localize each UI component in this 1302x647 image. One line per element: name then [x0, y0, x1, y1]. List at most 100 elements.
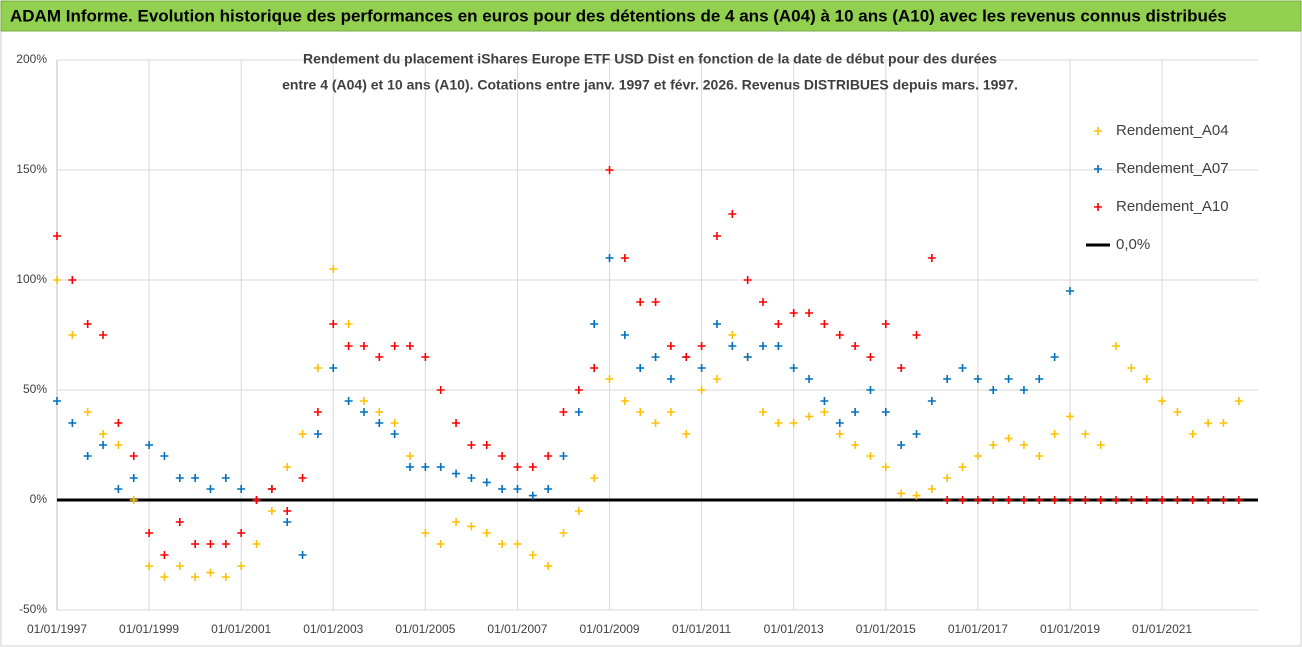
- data-point: [1188, 430, 1197, 438]
- data-point: [1096, 441, 1105, 449]
- x-tick-label: 01/01/2011: [672, 622, 731, 636]
- data-point: [68, 419, 77, 427]
- data-point: [344, 397, 353, 405]
- data-point: [759, 342, 768, 350]
- x-tick-label: 01/01/2019: [1040, 622, 1100, 636]
- data-point: [1019, 441, 1028, 449]
- data-point: [1234, 397, 1243, 405]
- data-point: [1112, 342, 1121, 350]
- data-point: [636, 408, 645, 416]
- x-tick-label: 01/01/2021: [1132, 622, 1192, 636]
- data-point: [498, 540, 507, 548]
- x-tick-label: 01/01/2017: [948, 622, 1008, 636]
- data-point: [482, 529, 491, 537]
- data-point: [513, 463, 522, 471]
- data-point: [513, 540, 522, 548]
- data-point: [805, 375, 814, 383]
- data-point: [728, 331, 737, 339]
- data-point: [1004, 496, 1013, 504]
- data-point: [682, 353, 691, 361]
- data-point: [1173, 496, 1182, 504]
- data-point: [436, 386, 445, 394]
- x-tick-label: 01/01/2009: [580, 622, 640, 636]
- data-point: [1004, 375, 1013, 383]
- data-point: [1081, 430, 1090, 438]
- data-point: [789, 364, 798, 372]
- data-point: [283, 463, 292, 471]
- data-point: [743, 353, 752, 361]
- data-point: [1004, 434, 1013, 443]
- legend-label: 0,0%: [1116, 236, 1150, 253]
- data-point: [206, 568, 215, 577]
- data-point: [1081, 496, 1090, 504]
- data-point: [544, 562, 553, 570]
- data-point: [973, 496, 982, 504]
- data-point: [1112, 496, 1121, 504]
- data-point: [329, 265, 338, 273]
- y-tick-label: 50%: [23, 382, 47, 396]
- data-point: [590, 474, 599, 482]
- data-point: [452, 419, 461, 427]
- data-point: [574, 386, 583, 394]
- data-point: [697, 364, 706, 372]
- data-point: [620, 331, 629, 339]
- data-point: [1158, 496, 1167, 504]
- data-point: [267, 507, 276, 515]
- data-point: [759, 298, 768, 306]
- data-point: [1219, 419, 1228, 427]
- data-point: [344, 342, 353, 350]
- data-point: [1019, 496, 1028, 504]
- data-point: [129, 452, 138, 460]
- data-point: [1096, 496, 1105, 504]
- data-point: [298, 430, 307, 438]
- data-point: [160, 551, 169, 559]
- data-point: [99, 441, 108, 449]
- data-point: [927, 485, 936, 493]
- data-point: [912, 430, 921, 438]
- data-point: [958, 364, 967, 372]
- data-point: [651, 419, 660, 427]
- data-point: [99, 331, 108, 339]
- data-point: [237, 562, 246, 570]
- data-point: [1065, 496, 1074, 504]
- data-point: [313, 430, 322, 438]
- data-point: [682, 430, 691, 438]
- data-point: [989, 386, 998, 394]
- data-point: [237, 485, 246, 493]
- data-point: [605, 254, 614, 262]
- data-point: [313, 408, 322, 416]
- data-point: [498, 485, 507, 493]
- data-point: [375, 353, 384, 361]
- data-point: [221, 540, 230, 548]
- data-point: [283, 518, 292, 526]
- data-point: [114, 485, 123, 493]
- data-point: [1234, 496, 1243, 504]
- data-point: [252, 496, 261, 504]
- data-point: [359, 342, 368, 350]
- data-point: [881, 408, 890, 416]
- data-point: [1065, 412, 1074, 421]
- title-banner: [0, 0, 1302, 32]
- x-tick-label: 01/01/2003: [303, 622, 363, 636]
- data-point: [344, 320, 353, 328]
- data-point: [973, 375, 982, 383]
- legend-label: Rendement_A04: [1116, 122, 1229, 139]
- data-point: [805, 412, 814, 421]
- data-point: [835, 331, 844, 339]
- data-point: [1127, 496, 1136, 504]
- data-point: [68, 276, 77, 284]
- data-point: [651, 298, 660, 306]
- data-point: [712, 232, 721, 240]
- data-point: [482, 478, 491, 487]
- y-tick-label: -50%: [19, 602, 47, 616]
- data-point: [728, 210, 737, 218]
- data-point: [1019, 386, 1028, 394]
- data-point: [129, 496, 138, 504]
- data-point: [728, 342, 737, 350]
- data-point: [283, 507, 292, 515]
- data-point: [528, 463, 537, 471]
- y-tick-label: 100%: [16, 272, 47, 286]
- data-point: [851, 342, 860, 350]
- data-point: [452, 518, 461, 526]
- data-point: [1065, 287, 1074, 295]
